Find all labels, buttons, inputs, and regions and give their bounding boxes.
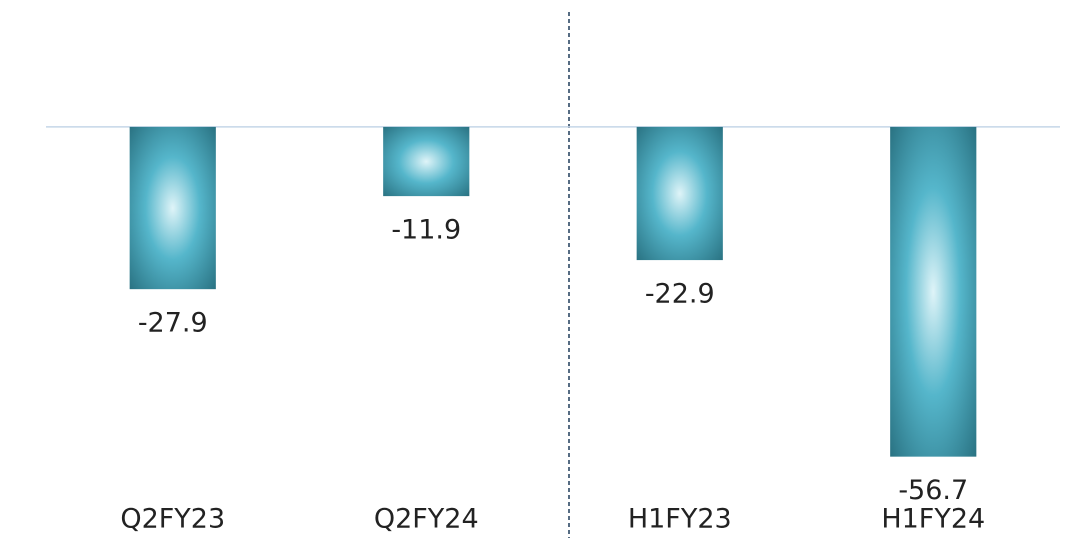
- bar: [890, 126, 977, 457]
- bar: [129, 126, 216, 290]
- data-label: -11.9: [391, 215, 461, 246]
- data-label: -56.7: [898, 475, 968, 506]
- x-tick-label: Q2FY24: [374, 504, 479, 535]
- bar: [383, 126, 470, 197]
- data-label: -22.9: [645, 279, 715, 310]
- x-tick-label: Q2FY23: [120, 504, 225, 535]
- bar: [636, 126, 723, 261]
- x-tick-label: H1FY24: [881, 504, 985, 535]
- data-label: -27.9: [138, 308, 208, 339]
- x-tick-label: H1FY23: [628, 504, 732, 535]
